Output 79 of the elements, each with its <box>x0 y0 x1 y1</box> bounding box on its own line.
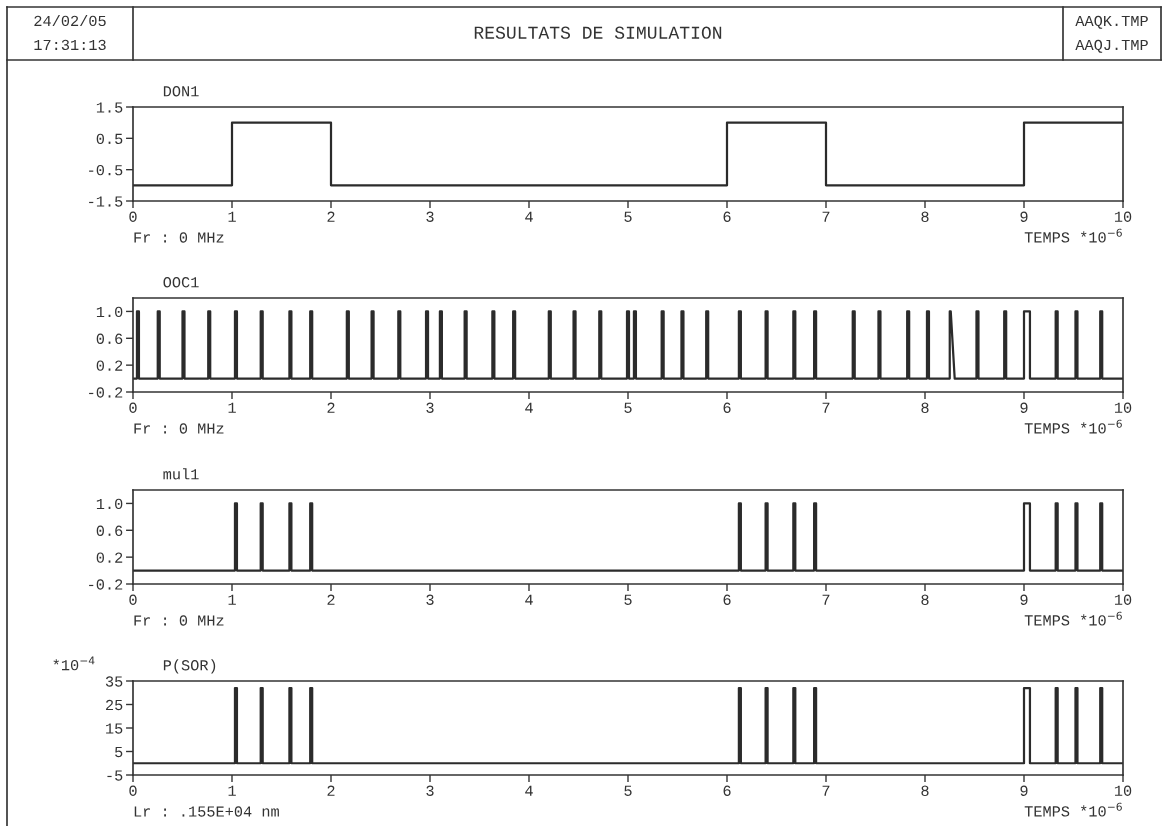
y-tick-label: 0.6 <box>96 525 123 536</box>
chart-title: DON1 <box>163 86 199 97</box>
x-tick-label: 9 <box>1020 594 1028 605</box>
x-tick-label: 6 <box>723 594 731 605</box>
x-tick-label: 10 <box>1114 785 1132 796</box>
x-tick-label: 8 <box>921 785 929 796</box>
y-tick-label: 0.6 <box>96 333 123 344</box>
text: Lr : .155E+04 nm <box>134 806 279 817</box>
y-tick-label: 15 <box>106 723 123 734</box>
x-tick-label: 6 <box>723 211 731 222</box>
x-tick-label: 7 <box>822 402 830 413</box>
x-tick-label: 2 <box>327 211 335 222</box>
x-tick-label: 4 <box>525 402 533 413</box>
chart-title: P(SOR) <box>163 659 216 674</box>
x-tick-label: 2 <box>327 402 335 413</box>
x-tick-label: 0 <box>129 402 137 413</box>
text: AAQK.TMP <box>1075 15 1148 29</box>
x-tick-label: 5 <box>624 402 632 413</box>
x-tick-label: 3 <box>426 785 434 796</box>
x-tick-label: 1 <box>228 211 236 222</box>
x-tick-label: 1 <box>228 594 236 605</box>
x-tick-label: 3 <box>426 402 434 413</box>
x-tick-label: 1 <box>228 402 236 413</box>
y-tick-label: 5 <box>115 746 123 758</box>
y-tick-label: -5 <box>107 770 123 781</box>
text: RESULTATS DE SIMULATION <box>474 26 722 39</box>
y-tick-label: -1.5 <box>89 196 123 207</box>
x-tick-label: 6 <box>723 402 731 413</box>
y-tick-label: 1.0 <box>96 306 123 318</box>
x-tick-label: 2 <box>327 594 335 605</box>
x-tick-label: 7 <box>822 785 830 796</box>
x-tick-label: 7 <box>822 211 830 222</box>
chart-title: mul1 <box>163 468 199 480</box>
x-tick-label: 8 <box>921 402 929 413</box>
text: Fr : 0 MHz <box>134 423 224 434</box>
text: TEMPS *10$^{−6}$ <box>1024 228 1122 243</box>
x-tick-label: 9 <box>1020 785 1028 796</box>
x-tick-label: 0 <box>129 785 137 796</box>
x-tick-label: 4 <box>525 785 533 796</box>
x-tick-label: 1 <box>228 785 236 796</box>
x-tick-label: 3 <box>426 594 434 605</box>
y-tick-label: 0.5 <box>96 133 123 145</box>
x-tick-label: 10 <box>1114 211 1132 222</box>
y-tick-label: -0.2 <box>89 579 123 590</box>
x-tick-label: 9 <box>1020 402 1028 413</box>
x-tick-label: 2 <box>327 785 335 796</box>
y-tick-label: -0.2 <box>89 387 123 398</box>
y-tick-label: 1.0 <box>96 498 123 510</box>
x-tick-label: 5 <box>624 211 632 222</box>
x-tick-label: 5 <box>624 594 632 605</box>
x-tick-label: 5 <box>624 785 632 796</box>
text: TEMPS *10$^{−6}$ <box>1024 611 1122 626</box>
y-tick-label: -0.5 <box>89 164 123 176</box>
text: TEMPS *10$^{−6}$ <box>1024 802 1122 817</box>
text: TEMPS *10$^{−6}$ <box>1024 419 1122 434</box>
x-tick-label: 8 <box>921 594 929 605</box>
x-tick-label: 0 <box>129 594 137 605</box>
x-tick-label: 7 <box>822 594 830 605</box>
text: AAQJ.TMP <box>1075 39 1148 53</box>
x-tick-label: 4 <box>525 594 533 605</box>
y-tick-label: 0.2 <box>96 552 123 563</box>
x-tick-label: 3 <box>426 211 434 222</box>
x-tick-label: 0 <box>129 211 137 222</box>
x-tick-label: 9 <box>1020 211 1028 222</box>
y-tick-label: 1.5 <box>96 102 123 113</box>
x-tick-label: 10 <box>1114 594 1132 605</box>
x-tick-label: 10 <box>1114 402 1132 413</box>
y-tick-label: 35 <box>105 676 123 687</box>
x-tick-label: 4 <box>525 211 533 222</box>
x-tick-label: 6 <box>723 785 731 796</box>
text: 24/02/05 <box>34 14 106 27</box>
text: Fr : 0 MHz <box>134 232 224 243</box>
y-tick-label: 25 <box>106 699 123 711</box>
y-tick-label: 0.2 <box>96 360 123 371</box>
text: 17:31:13 <box>34 39 106 51</box>
x-tick-label: 8 <box>921 211 929 222</box>
y-axis-title: *10$^{−4}$ <box>53 656 95 671</box>
chart-title: OOC1 <box>163 277 199 288</box>
text: Fr : 0 MHz <box>134 615 224 626</box>
